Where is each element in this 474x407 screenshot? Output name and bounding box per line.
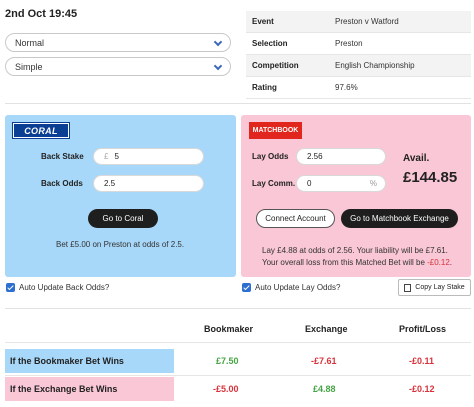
info-key: Selection: [252, 39, 288, 48]
profit-loss-value: -£0.12: [409, 384, 435, 394]
table-row: If the Exchange Bet Wins -£5.00 £4.88 -£…: [5, 377, 471, 401]
lay-odds-value: 2.56: [307, 152, 323, 161]
lay-message-line1: Lay £4.88 at odds of 2.56. Your liabilit…: [262, 246, 448, 255]
bookmaker-column-header: Bookmaker: [204, 324, 254, 334]
overall-loss-value: -£0.12: [427, 258, 450, 267]
auto-update-lay-checkbox[interactable]: Auto Update Lay Odds?: [242, 283, 340, 292]
back-stake-input[interactable]: £ 5: [93, 148, 204, 165]
back-stake-value: 5: [114, 152, 119, 161]
table-row: If the Bookmaker Bet Wins £7.50 -£7.61 -…: [5, 349, 471, 373]
lay-bet-message: Lay £4.88 at odds of 2.56. Your liabilit…: [262, 245, 467, 269]
copy-lay-stake-button[interactable]: Copy Lay Stake: [398, 279, 471, 296]
info-value: English Championship: [335, 61, 415, 70]
back-odds-input[interactable]: 2.5: [93, 175, 204, 192]
type-select[interactable]: Simple: [5, 57, 231, 76]
chevron-down-icon: [213, 37, 223, 47]
row-label: If the Bookmaker Bet Wins: [5, 349, 174, 373]
back-odds-label: Back Odds: [41, 179, 83, 188]
auto-update-lay-label: Auto Update Lay Odds?: [255, 283, 341, 292]
lay-comm-label: Lay Comm.: [252, 179, 296, 188]
info-key: Competition: [252, 61, 299, 70]
checkbox-checked-icon[interactable]: [6, 283, 15, 292]
info-key: Event: [252, 17, 274, 26]
exchange-column-header: Exchange: [305, 324, 348, 334]
info-row-competition: Competition English Championship: [246, 55, 471, 77]
copy-icon: [404, 283, 412, 292]
row-label: If the Exchange Bet Wins: [5, 377, 174, 401]
back-odds-value: 2.5: [104, 179, 116, 188]
bookmaker-value: £7.50: [216, 356, 239, 366]
info-row-rating: Rating 97.6%: [246, 77, 471, 99]
chevron-down-icon: [213, 61, 223, 71]
connect-account-button[interactable]: Connect Account: [256, 209, 335, 228]
event-datetime: 2nd Oct 19:45: [5, 8, 78, 20]
lay-message-line2: Your overall loss from this Matched Bet …: [262, 257, 467, 269]
table-divider: [5, 375, 471, 376]
auto-update-back-label: Auto Update Back Odds?: [19, 283, 110, 292]
info-key: Rating: [252, 83, 277, 92]
bookmaker-value: -£5.00: [213, 384, 239, 394]
exchange-value: -£7.61: [311, 356, 337, 366]
type-select-value: Simple: [15, 61, 43, 72]
lay-comm-input[interactable]: 0 %: [296, 175, 386, 192]
lay-message-text: Your overall loss from this Matched Bet …: [262, 258, 428, 267]
lay-odds-label: Lay Odds: [252, 152, 289, 161]
info-value: 97.6%: [335, 83, 358, 92]
matchbook-logo: MATCHBOOK: [249, 122, 302, 139]
mode-select-value: Normal: [15, 37, 45, 48]
table-divider: [5, 342, 471, 343]
available-value: £144.85: [403, 169, 458, 186]
info-row-selection: Selection Preston: [246, 33, 471, 55]
go-to-matchbook-button[interactable]: Go to Matchbook Exchange: [341, 209, 458, 228]
copy-lay-stake-label: Copy Lay Stake: [415, 284, 465, 291]
coral-logo: CORAL: [12, 122, 70, 139]
profit-loss-value: -£0.11: [409, 356, 435, 366]
currency-prefix: £: [104, 152, 109, 161]
back-bet-message: Bet £5.00 on Preston at odds of 2.5.: [56, 240, 185, 249]
checkbox-checked-icon[interactable]: [242, 283, 251, 292]
section-divider: [5, 103, 471, 104]
lay-comm-value: 0: [307, 179, 312, 188]
event-info-table: Event Preston v Watford Selection Presto…: [246, 11, 471, 99]
available-label: Avail.: [403, 153, 430, 164]
section-divider: [5, 308, 471, 309]
back-stake-label: Back Stake: [41, 152, 84, 161]
info-row-event: Event Preston v Watford: [246, 11, 471, 33]
exchange-value: £4.88: [313, 384, 336, 394]
info-value: Preston v Watford: [335, 17, 399, 26]
profit-loss-column-header: Profit/Loss: [399, 324, 447, 334]
back-bet-panel: CORAL Back Stake £ 5 Back Odds 2.5 Go to…: [5, 115, 236, 277]
percent-suffix: %: [369, 179, 377, 188]
info-value: Preston: [335, 39, 363, 48]
lay-odds-input[interactable]: 2.56: [296, 148, 386, 165]
mode-select[interactable]: Normal: [5, 33, 231, 52]
go-to-coral-button[interactable]: Go to Coral: [88, 209, 158, 228]
lay-message-end: .: [449, 258, 453, 267]
auto-update-back-checkbox[interactable]: Auto Update Back Odds?: [6, 283, 109, 292]
lay-bet-panel: MATCHBOOK Lay Odds 2.56 Lay Comm. 0 % Av…: [241, 115, 471, 277]
